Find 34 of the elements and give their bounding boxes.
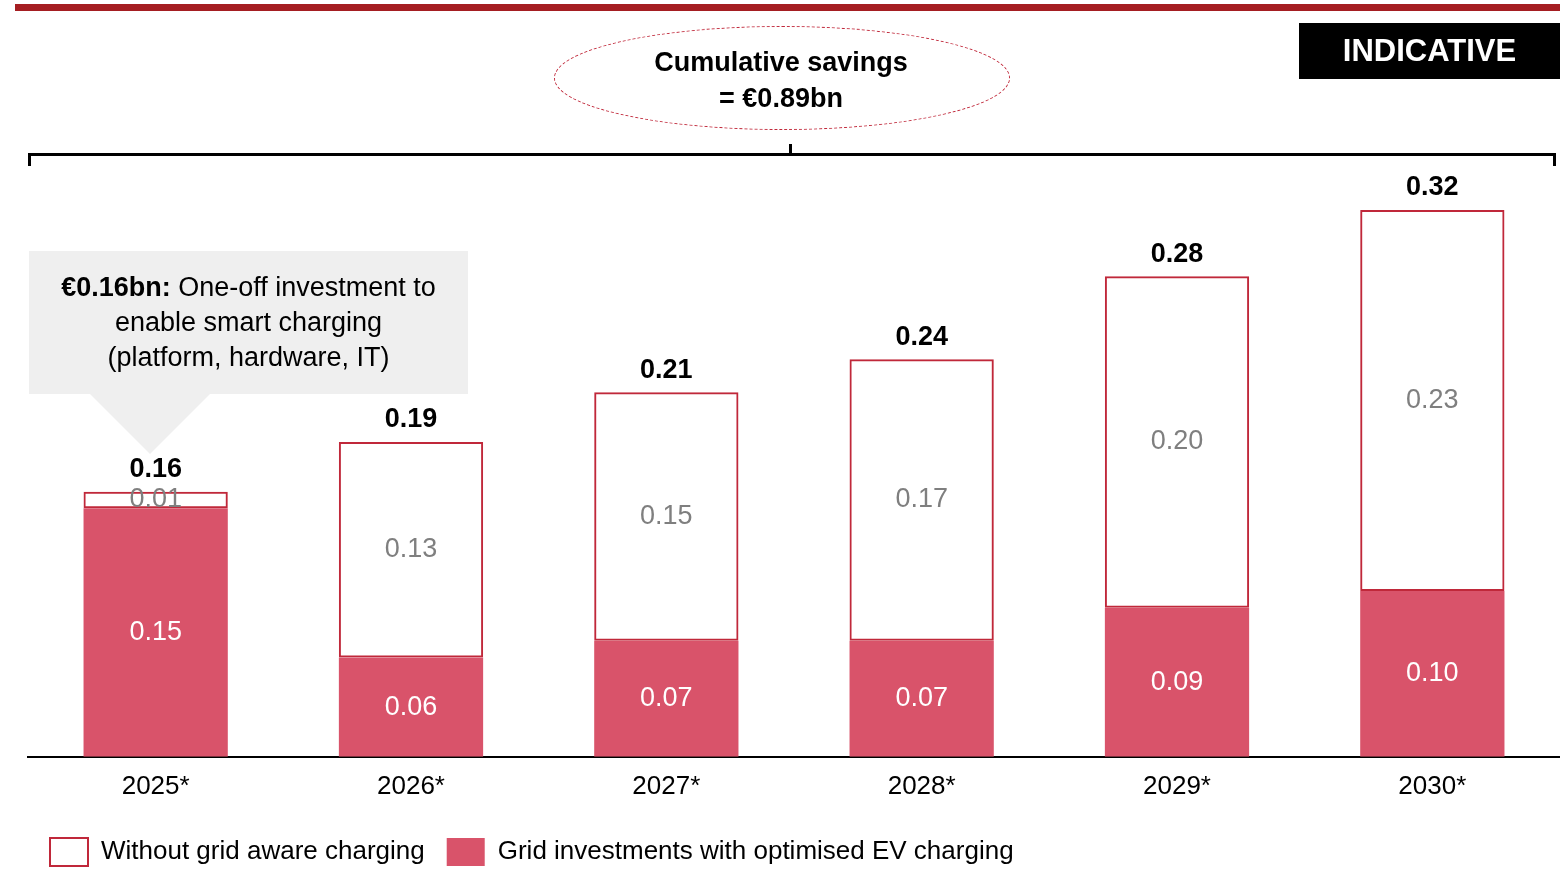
x-tick-label: 2027*	[632, 769, 701, 800]
total-label: 0.21	[640, 353, 693, 384]
x-tick-label: 2025*	[121, 769, 190, 800]
total-label: 0.28	[1150, 237, 1204, 268]
data-label: 0.17	[895, 483, 948, 514]
data-label: 0.07	[895, 682, 948, 713]
bar	[594, 640, 739, 757]
data-label: 0.15	[129, 615, 182, 646]
data-label: 0.15	[640, 499, 693, 530]
legend-label: Grid investments with optimised EV charging	[497, 835, 1014, 866]
bar	[1104, 607, 1250, 757]
text: Cumulative savings = €0.89bn	[653, 46, 909, 115]
x-tick-label: 2030*	[1398, 769, 1467, 800]
bar	[83, 508, 228, 757]
data-label: 0.20	[1150, 425, 1204, 456]
annotation: €0.16bn: One-off investment to enable smart charging (platform, hardware, IT)	[61, 272, 436, 372]
data-label: 0.09	[1150, 665, 1204, 696]
x-tick-label: 2026*	[377, 769, 445, 800]
data-label: 0.06	[384, 690, 438, 721]
bar	[849, 640, 994, 757]
total-label: 0.16	[129, 453, 182, 484]
total-label: 0.32	[1406, 171, 1459, 202]
text: INDICATIVE	[1299, 23, 1560, 79]
bar	[338, 657, 484, 757]
data-label: 0.23	[1406, 384, 1459, 414]
data-label: 0.13	[384, 533, 438, 564]
total-label: 0.19	[384, 403, 438, 434]
x-tick-label: 2028*	[887, 769, 956, 800]
data-label: 0.07	[640, 682, 693, 713]
bar	[1360, 591, 1505, 757]
x-tick-label: 2029*	[1143, 769, 1211, 800]
data-label: 0.10	[1406, 657, 1459, 688]
total-label: 0.24	[895, 320, 948, 351]
legend-label: Without grid aware charging	[101, 835, 425, 866]
